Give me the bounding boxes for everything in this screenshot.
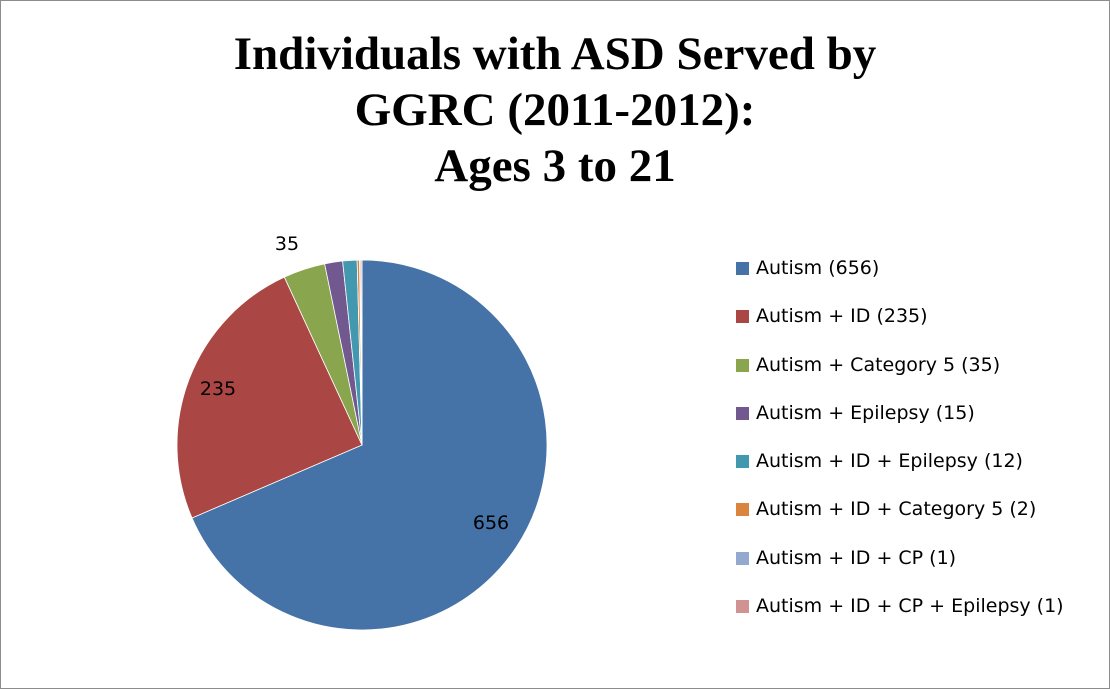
legend-swatch <box>736 358 749 372</box>
legend-swatch <box>736 600 749 614</box>
chart-title-line-1: Individuals with ASD Served by <box>233 28 877 80</box>
legend-label: Autism + ID (235) <box>756 305 928 328</box>
chart-title-line-2: GGRC (2011-2012): <box>354 84 756 136</box>
pie-slice <box>176 276 363 519</box>
chart-title-line-3: Ages 3 to 21 <box>434 140 676 192</box>
pie-data-label: 656 <box>473 512 509 534</box>
pie-data-label: 35 <box>275 233 299 255</box>
legend-label: Autism + Category 5 (35) <box>756 353 1001 376</box>
legend-swatch <box>736 262 749 275</box>
legend-label: Autism (656) <box>756 257 880 279</box>
legend-swatch <box>736 551 749 565</box>
pie-slice <box>191 259 548 631</box>
legend-label: Autism + Epilepsy (15) <box>756 401 975 424</box>
pie-data-label: 235 <box>200 378 236 400</box>
legend-label: Autism + ID + CP (1) <box>756 546 957 569</box>
legend-label: Autism + ID + Category 5 (2) <box>756 498 1037 521</box>
legend-label: Autism + ID + Epilepsy (12) <box>756 450 1023 473</box>
legend-label: Autism + ID + CP + Epilepsy (1) <box>756 595 1064 618</box>
legend-swatch <box>736 406 749 420</box>
legend-swatch <box>736 310 749 324</box>
legend-swatch <box>736 503 749 517</box>
legend-swatch <box>736 455 749 469</box>
chart-title: Individuals with ASD Served by GGRC (201… <box>0 26 1110 194</box>
pie-slice <box>360 259 363 446</box>
